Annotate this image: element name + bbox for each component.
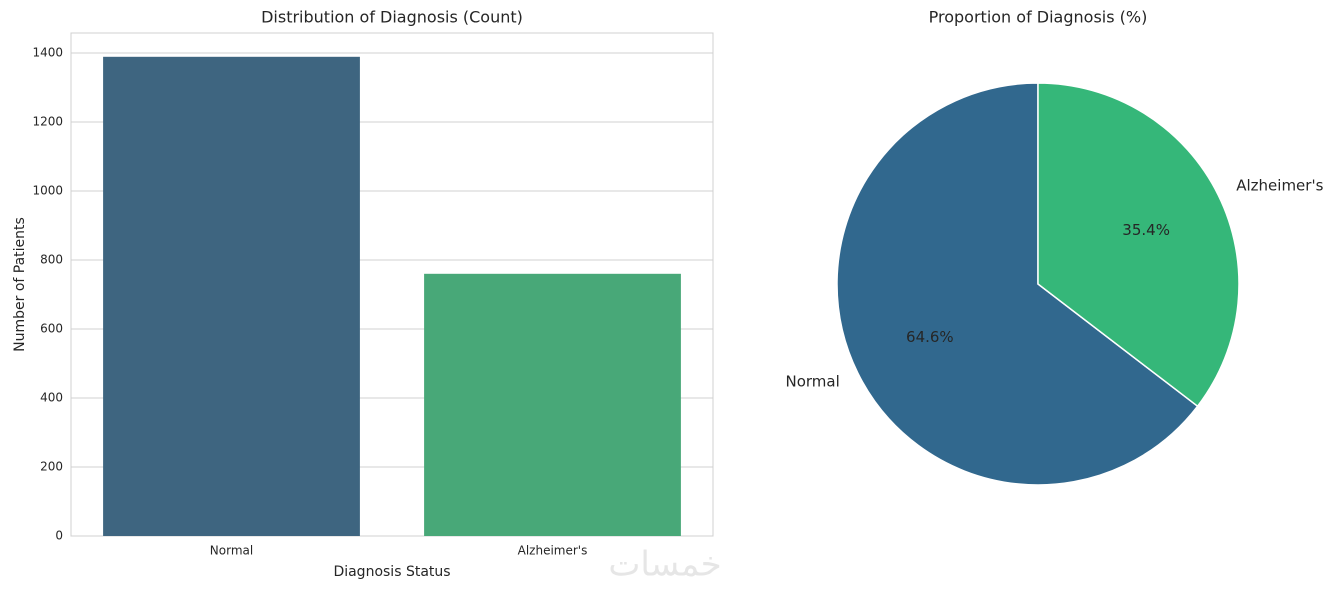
pie-slice bbox=[1037, 82, 1240, 408]
x-axis-label: Diagnosis Status bbox=[333, 564, 450, 580]
y-tick-label: 1400 bbox=[32, 46, 63, 60]
watermark: خمسات bbox=[608, 545, 721, 585]
y-tick-label: 1000 bbox=[32, 184, 63, 198]
slice-label: Normal bbox=[785, 372, 839, 390]
x-tick-label: Normal bbox=[210, 544, 253, 558]
slice-value-label: 64.6% bbox=[906, 328, 954, 346]
y-tick-label: 800 bbox=[40, 253, 63, 267]
bar bbox=[103, 56, 360, 536]
x-tick-label: Alzheimer's bbox=[518, 544, 588, 558]
slice-label: Alzheimer's bbox=[1236, 177, 1323, 195]
slice-value-label: 35.4% bbox=[1122, 221, 1170, 239]
y-tick-label: 200 bbox=[40, 460, 63, 474]
y-tick-label: 600 bbox=[40, 322, 63, 336]
bar bbox=[424, 273, 681, 536]
chart-title: Distribution of Diagnosis (Count) bbox=[261, 8, 523, 27]
pie-slice bbox=[836, 82, 1199, 486]
chart-title: Proportion of Diagnosis (%) bbox=[929, 8, 1148, 27]
y-tick-label: 0 bbox=[55, 529, 63, 543]
y-tick-label: 1200 bbox=[32, 115, 63, 129]
y-tick-label: 400 bbox=[40, 391, 63, 405]
y-axis-label: Number of Patients bbox=[12, 217, 28, 352]
plot-frame bbox=[70, 32, 714, 537]
